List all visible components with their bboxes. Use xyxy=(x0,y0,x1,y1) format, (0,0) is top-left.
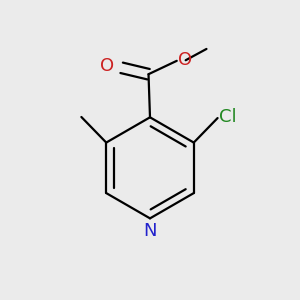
Text: O: O xyxy=(178,51,192,69)
Text: N: N xyxy=(143,222,157,240)
Text: Cl: Cl xyxy=(219,108,237,126)
Text: O: O xyxy=(100,57,114,75)
